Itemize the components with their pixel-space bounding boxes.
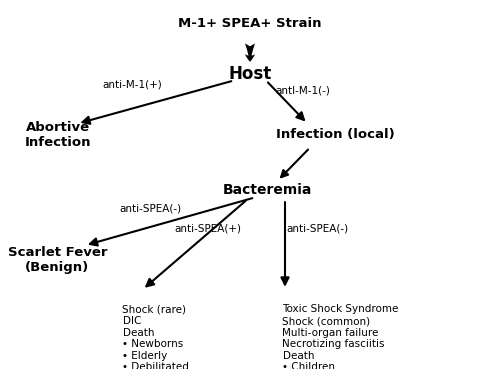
Text: M-1+ SPEA+ Strain: M-1+ SPEA+ Strain: [178, 17, 322, 31]
Text: anti-M-1(+): anti-M-1(+): [102, 80, 162, 90]
Text: Infection (local): Infection (local): [276, 128, 394, 141]
Text: Abortive
Infection: Abortive Infection: [24, 121, 91, 149]
Text: Bacteremia: Bacteremia: [223, 183, 312, 197]
Text: Host: Host: [228, 65, 272, 83]
Text: Shock (rare)
DIC
Death
• Newborns
• Elderly
• Debilitated
• Compromised: Shock (rare) DIC Death • Newborns • Elde…: [122, 304, 204, 369]
Text: Toxic Shock Syndrome
Shock (common)
Multi-organ failure
Necrotizing fasciitis
De: Toxic Shock Syndrome Shock (common) Mult…: [282, 304, 399, 369]
Text: antI-M-1(-): antI-M-1(-): [275, 85, 330, 96]
Text: Scarlet Fever
(Benign): Scarlet Fever (Benign): [8, 246, 107, 274]
Text: anti-SPEA(+): anti-SPEA(+): [174, 224, 241, 234]
Text: anti-SPEA(-): anti-SPEA(-): [119, 203, 181, 214]
Text: anti-SPEA(-): anti-SPEA(-): [286, 224, 348, 234]
